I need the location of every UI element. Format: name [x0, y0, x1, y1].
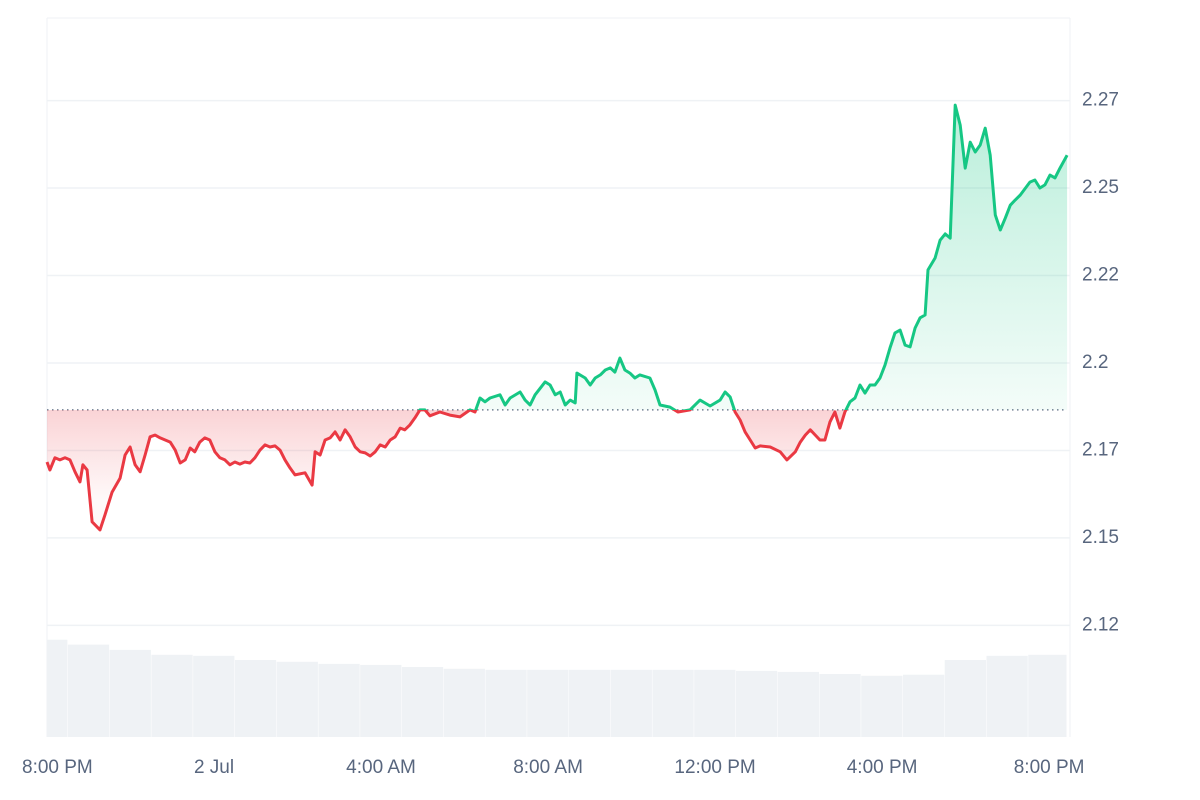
- x-tick-label: 4:00 AM: [346, 757, 416, 778]
- volume-bar: [485, 669, 527, 737]
- volume-bar: [944, 660, 986, 737]
- y-tick-label: 2.15: [1082, 527, 1119, 548]
- volume-bar: [360, 664, 402, 737]
- y-tick-label: 2.17: [1082, 439, 1119, 460]
- volume-bar: [1028, 654, 1067, 737]
- volume-bar: [443, 668, 485, 737]
- volume-bar: [151, 654, 193, 737]
- y-tick-label: 2.22: [1082, 265, 1119, 286]
- volume-bar: [610, 669, 652, 737]
- volume-bar: [652, 669, 694, 737]
- volume-bar: [861, 675, 903, 737]
- volume-bar: [109, 649, 151, 737]
- y-tick-label: 2.25: [1082, 177, 1119, 198]
- volume-bar: [527, 669, 569, 737]
- x-tick-label: 4:00 PM: [847, 757, 918, 778]
- volume-bar: [67, 644, 110, 737]
- y-tick-label: 2.27: [1082, 90, 1119, 111]
- y-tick-label: 2.12: [1082, 614, 1119, 635]
- volume-bar: [777, 671, 819, 737]
- price-line: [45, 103, 1069, 532]
- volume-bar: [902, 674, 945, 737]
- x-tick-label: 8:00 PM: [1014, 757, 1085, 778]
- volume-bar: [318, 663, 360, 737]
- x-tick-label: 8:00 AM: [513, 757, 583, 778]
- volume-bar: [276, 661, 318, 737]
- y-tick-label: 2.2: [1082, 352, 1108, 373]
- volume-bar: [193, 655, 235, 737]
- price-area: [47, 105, 1068, 530]
- x-tick-label: 2 Jul: [194, 757, 234, 778]
- volume-bar: [401, 667, 444, 737]
- x-tick-label: 12:00 PM: [674, 757, 755, 778]
- volume-bar: [234, 660, 277, 737]
- volume-bar: [47, 639, 68, 737]
- volume-bar: [568, 669, 611, 737]
- volume-bar: [819, 674, 861, 737]
- volume-bar: [986, 655, 1028, 737]
- volume-bar: [694, 669, 736, 737]
- x-tick-label: 8:00 PM: [22, 757, 93, 778]
- volume-bar: [735, 670, 778, 737]
